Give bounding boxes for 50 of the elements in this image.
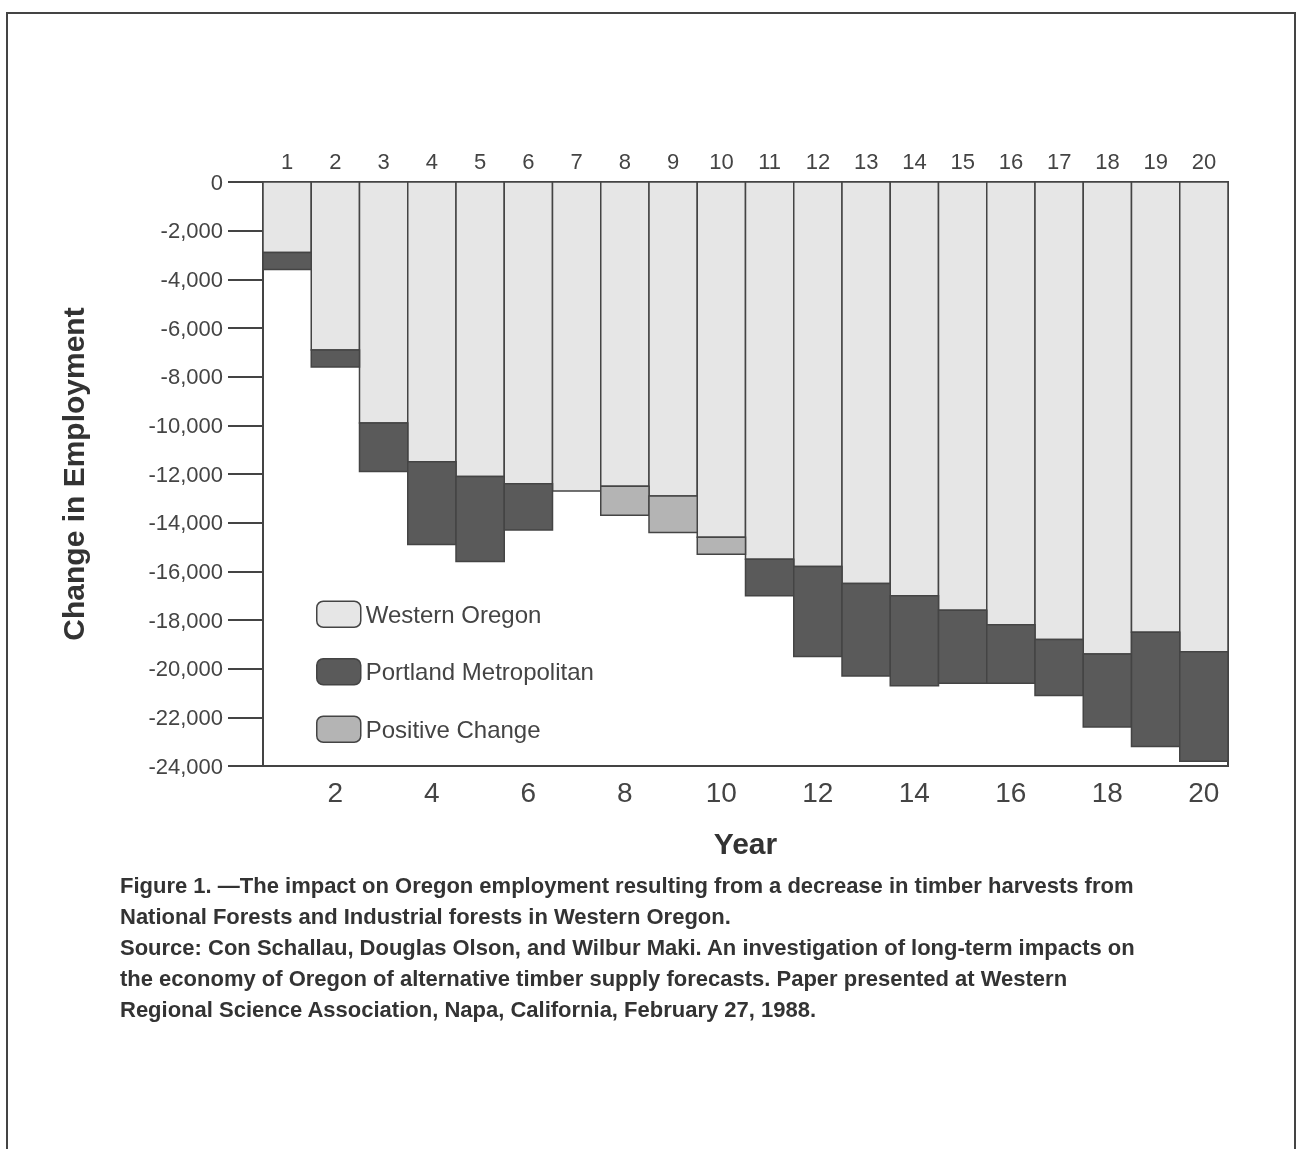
y-tick-label: -16,000 [148,558,223,584]
x-tick-label: 8 [617,776,633,808]
x-tick-label: 20 [1188,776,1220,808]
y-tick-label: -14,000 [148,510,223,536]
y-tick-label: -6,000 [160,315,223,341]
x2-tick-label: 3 [377,148,390,174]
x-tick-label: 18 [1091,776,1123,808]
x2-tick-label: 10 [709,148,734,174]
x2-tick-label: 2 [329,148,342,174]
x-tick-label: 4 [424,776,440,808]
y-axis-title: Change in Employment [56,307,90,641]
y-tick-label: 0 [210,169,223,195]
x2-tick-label: 17 [1046,148,1072,174]
x2-tick-label: 4 [425,148,438,174]
x-axis-title: Year [713,826,778,860]
x-tick-label: 16 [995,776,1027,808]
y-tick-label: -24,000 [148,753,223,779]
y-tick-label: -18,000 [148,607,223,633]
y-tick-label: -2,000 [160,218,223,244]
legend-label: Portland Metropolitan [365,658,594,686]
x2-tick-label: 14 [902,148,927,174]
x-tick-label: 6 [520,776,537,808]
x-tick-label: 10 [705,776,737,808]
y-tick-label: -12,000 [148,461,223,487]
legend-label: Western Oregon [365,600,542,628]
x2-tick-label: 8 [618,148,631,174]
x2-tick-label: 5 [474,148,487,174]
x2-tick-label: 16 [998,148,1024,174]
y-tick-label: -4,000 [160,266,223,292]
x2-tick-label: 20 [1191,148,1217,174]
x-tick-label: 14 [898,776,930,808]
x2-tick-label: 11 [758,148,782,174]
x-tick-label: 2 [327,776,344,808]
legend-label: Positive Change [365,715,541,743]
x2-tick-label: 19 [1143,148,1168,174]
y-tick-label: -10,000 [148,412,223,438]
x2-tick-label: 15 [950,148,975,174]
x2-tick-label: 13 [853,148,879,174]
x2-tick-label: 6 [522,148,535,174]
y-tick-label: -20,000 [148,656,223,682]
x2-tick-label: 1 [281,148,294,174]
caption: Figure 1. —The impact on Oregon employment resulting from a decrease in timber harvests from National Forests and Industrial forests in Western Oregon. [120,872,1135,931]
x2-tick-label: 18 [1095,148,1120,174]
y-tick-label: -22,000 [148,704,223,730]
source-note: Source: Con Schallau, Douglas Olson, and Wilbur Maki. An investigation of long-term impacts on the economy of Oregon of alternative timber supply forecasts. Paper presented at Western Regional Science Association, Napa, California, February 27, 1988. [120,934,1136,1024]
x-tick-label: 12 [802,776,834,808]
x2-tick-label: 9 [667,148,680,174]
x2-tick-label: 12 [805,148,831,174]
y-tick-label: -8,000 [160,364,223,390]
x2-tick-label: 7 [570,148,583,174]
